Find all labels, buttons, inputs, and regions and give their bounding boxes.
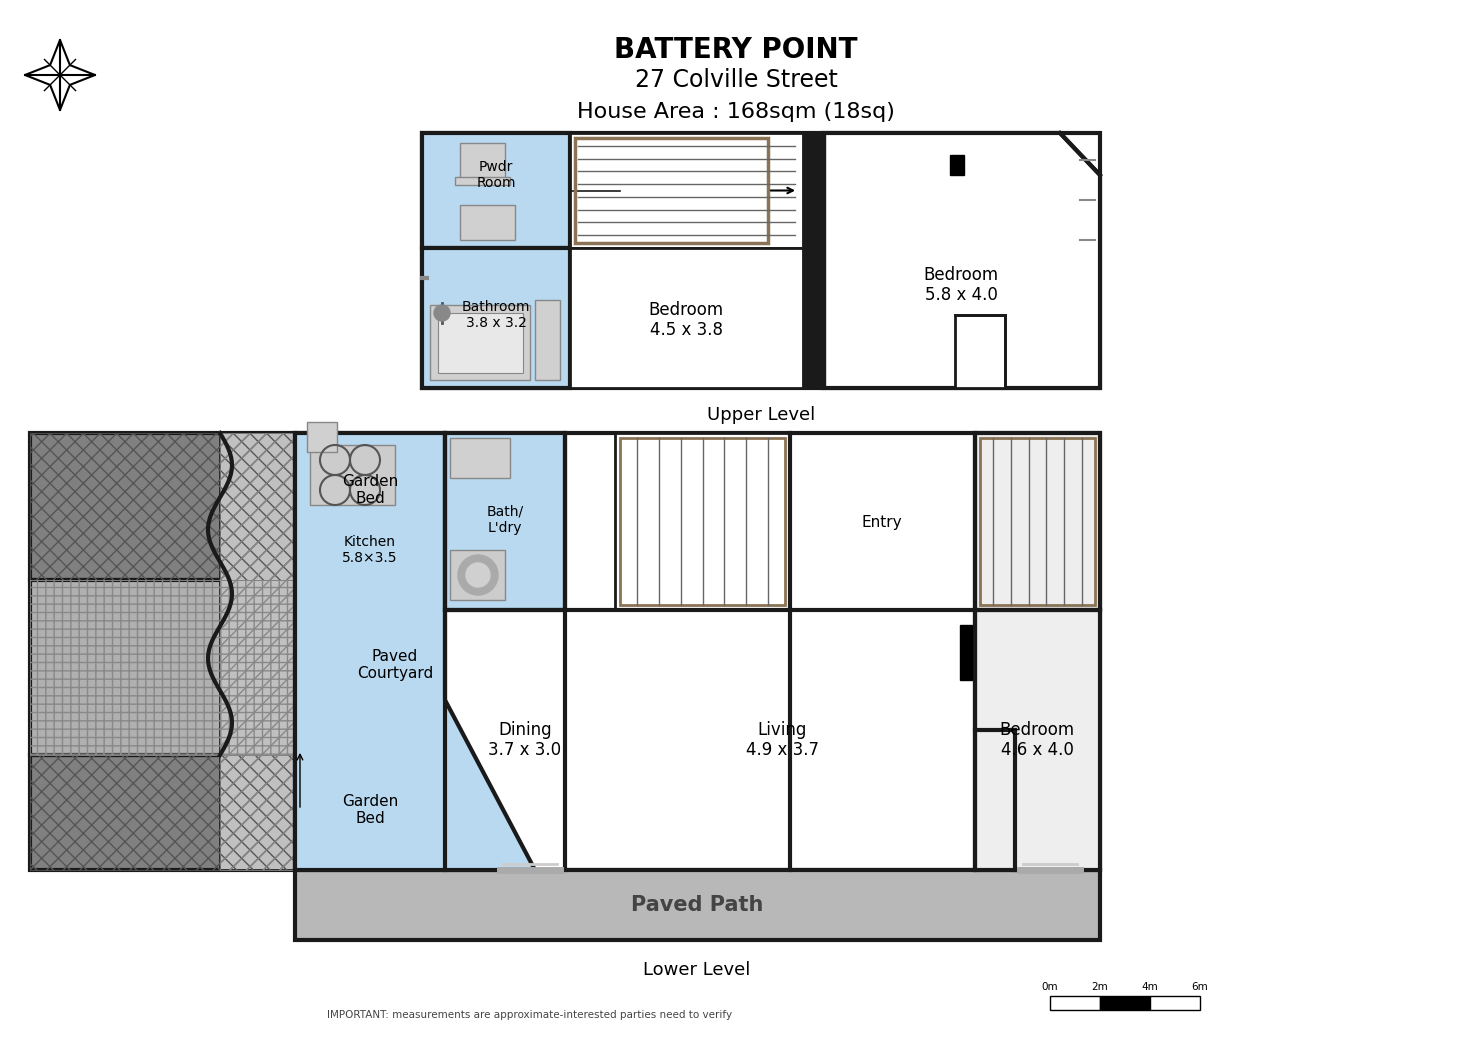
Bar [450, 438, 509, 478]
Bar [455, 177, 509, 185]
Bar [620, 438, 785, 605]
Text: Bedroom
5.8 x 4.0: Bedroom 5.8 x 4.0 [923, 265, 998, 304]
Text: BATTERY POINT: BATTERY POINT [614, 36, 858, 64]
Text: Bath/
L'dry: Bath/ L'dry [486, 505, 524, 535]
Circle shape [434, 305, 450, 321]
Text: 4m: 4m [1142, 982, 1158, 992]
Bar [29, 433, 294, 580]
Text: Paved
Courtyard: Paved Courtyard [356, 649, 433, 681]
Bar [615, 433, 790, 610]
Bar [445, 433, 565, 610]
Text: Upper Level: Upper Level [707, 406, 815, 424]
Bar [570, 248, 804, 388]
Bar [955, 315, 1005, 388]
Text: Garden
Bed: Garden Bed [342, 794, 397, 827]
Bar [804, 133, 824, 388]
Bar [219, 433, 294, 870]
Bar [422, 133, 570, 248]
Bar [219, 433, 294, 870]
Text: Lower Level: Lower Level [643, 961, 751, 979]
Text: Paved Path: Paved Path [631, 895, 762, 915]
Bar [974, 433, 1100, 870]
Text: IMPORTANT: measurements are approximate-interested parties need to verify: IMPORTANT: measurements are approximate-… [327, 1010, 733, 1020]
Bar [570, 133, 804, 248]
Text: House Area : 168sqm (18sq): House Area : 168sqm (18sq) [577, 102, 895, 122]
Bar [422, 248, 570, 388]
Text: Entry: Entry [861, 514, 902, 530]
Bar [450, 550, 505, 600]
Bar [294, 870, 1100, 940]
Bar [534, 300, 559, 380]
Bar [576, 138, 768, 243]
Text: Kitchen
5.8×3.5: Kitchen 5.8×3.5 [343, 535, 397, 565]
Bar [308, 422, 337, 452]
Text: Bedroom
4.6 x 4.0: Bedroom 4.6 x 4.0 [999, 720, 1075, 759]
Text: Garden
Bed: Garden Bed [342, 474, 397, 506]
Bar [29, 580, 294, 755]
Bar [459, 205, 515, 240]
Text: Dining
3.7 x 3.0: Dining 3.7 x 3.0 [489, 720, 561, 759]
Polygon shape [823, 133, 1100, 388]
Bar [439, 313, 523, 373]
Bar [294, 433, 1100, 870]
Bar [1150, 996, 1200, 1010]
Circle shape [458, 555, 498, 595]
Circle shape [467, 563, 490, 587]
Bar [949, 155, 964, 175]
Bar [29, 755, 294, 870]
Bar [980, 438, 1095, 605]
Polygon shape [294, 433, 534, 870]
Text: Pwdr
Room: Pwdr Room [477, 160, 515, 191]
Text: Bathroom
3.8 x 3.2: Bathroom 3.8 x 3.2 [462, 300, 530, 330]
Bar [29, 755, 294, 870]
Bar [430, 305, 530, 380]
Text: 0m: 0m [1042, 982, 1058, 992]
Text: Living
4.9 x 3.7: Living 4.9 x 3.7 [745, 720, 818, 759]
Bar [29, 580, 294, 755]
Text: 2m: 2m [1092, 982, 1108, 992]
Text: 6m: 6m [1192, 982, 1209, 992]
Bar [960, 625, 972, 680]
Bar [1100, 996, 1150, 1010]
Bar [29, 433, 294, 580]
Text: 27 Colville Street: 27 Colville Street [634, 68, 838, 92]
Bar [422, 133, 1100, 388]
Bar [1050, 996, 1100, 1010]
Bar [311, 445, 394, 505]
Text: Bedroom
4.5 x 3.8: Bedroom 4.5 x 3.8 [649, 301, 724, 339]
Bar [459, 143, 505, 183]
